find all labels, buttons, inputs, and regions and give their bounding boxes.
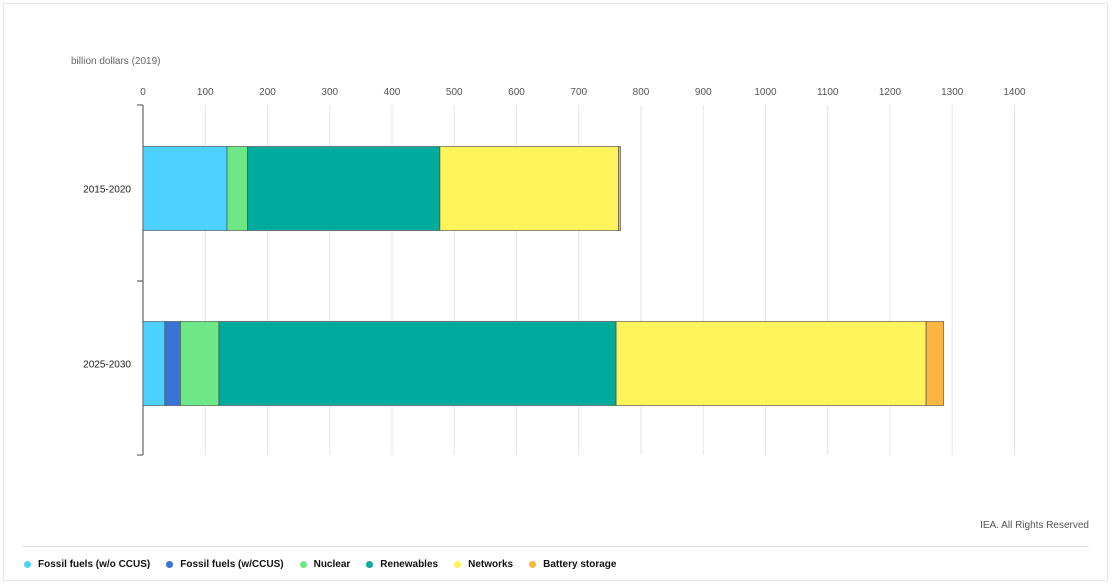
bar-segment bbox=[164, 321, 181, 406]
x-tick-label: 700 bbox=[570, 87, 587, 98]
legend-swatch bbox=[24, 561, 31, 568]
legend-swatch bbox=[529, 561, 537, 568]
bar-segment bbox=[615, 321, 927, 406]
bar-segment bbox=[226, 146, 248, 231]
bar-segment bbox=[247, 146, 441, 231]
x-tick-label: 400 bbox=[384, 87, 401, 98]
legend-item[interactable]: Fossil fuels (w/o CCUS) bbox=[24, 559, 150, 570]
x-tick-label: 1100 bbox=[817, 87, 839, 98]
legend-item[interactable]: Networks bbox=[454, 559, 513, 570]
legend-divider bbox=[22, 546, 1089, 547]
x-tick-label: 100 bbox=[197, 87, 214, 98]
bar-segment bbox=[439, 146, 619, 231]
legend-label: Renewables bbox=[380, 559, 439, 570]
legend-label: Battery storage bbox=[543, 559, 617, 570]
legend-swatch bbox=[299, 561, 307, 568]
legend-label: Nuclear bbox=[313, 559, 351, 570]
category-label: 2015-2020 bbox=[83, 185, 131, 196]
bar-segment bbox=[180, 321, 220, 406]
x-tick-label: 500 bbox=[446, 87, 463, 98]
legend-label: Fossil fuels (w/o CCUS) bbox=[38, 559, 151, 570]
credit-text: IEA. All Rights Reserved bbox=[980, 520, 1089, 531]
legend-item[interactable]: Fossil fuels (w/CCUS) bbox=[166, 559, 284, 570]
x-tick-label: 600 bbox=[508, 87, 525, 98]
x-tick-label: 300 bbox=[321, 87, 338, 98]
legend-swatch bbox=[454, 561, 462, 568]
bar-segment bbox=[142, 321, 166, 406]
bar-segment bbox=[618, 146, 621, 231]
chart-frame: 0 100 200 300 400 500 600 700 800 900 1000 1100 1200… bbox=[3, 3, 1108, 581]
legend-item[interactable]: Renewables bbox=[366, 559, 438, 570]
legend-label: Networks bbox=[468, 559, 514, 570]
category-label: 2025-2030 bbox=[83, 360, 131, 371]
x-tick-label: 1000 bbox=[754, 87, 777, 98]
legend-swatch bbox=[166, 561, 174, 568]
legend-item[interactable]: Nuclear bbox=[299, 559, 351, 570]
x-tick-label: 200 bbox=[259, 87, 276, 98]
legend-swatch bbox=[366, 561, 374, 568]
x-tick-label: 1200 bbox=[879, 87, 902, 98]
x-tick-label: 1300 bbox=[941, 87, 964, 98]
unit-label: billion dollars (2019) bbox=[71, 56, 161, 67]
x-tick-label: 0 bbox=[140, 87, 146, 98]
bar-segment bbox=[218, 321, 617, 406]
bar-segment bbox=[142, 146, 228, 231]
bar-chart: 0 100 200 300 400 500 600 700 800 900 1000 1100 1200… bbox=[83, 87, 1026, 456]
x-tick-label: 900 bbox=[695, 87, 712, 98]
x-tick-label: 1400 bbox=[1003, 87, 1026, 98]
x-tick-label: 800 bbox=[633, 87, 650, 98]
legend-label: Fossil fuels (w/CCUS) bbox=[180, 559, 284, 570]
legend-item[interactable]: Battery storage bbox=[529, 559, 616, 570]
legend: Fossil fuels (w/o CCUS) Fossil fuels (w/C… bbox=[24, 559, 616, 570]
bar-segment bbox=[925, 321, 944, 406]
